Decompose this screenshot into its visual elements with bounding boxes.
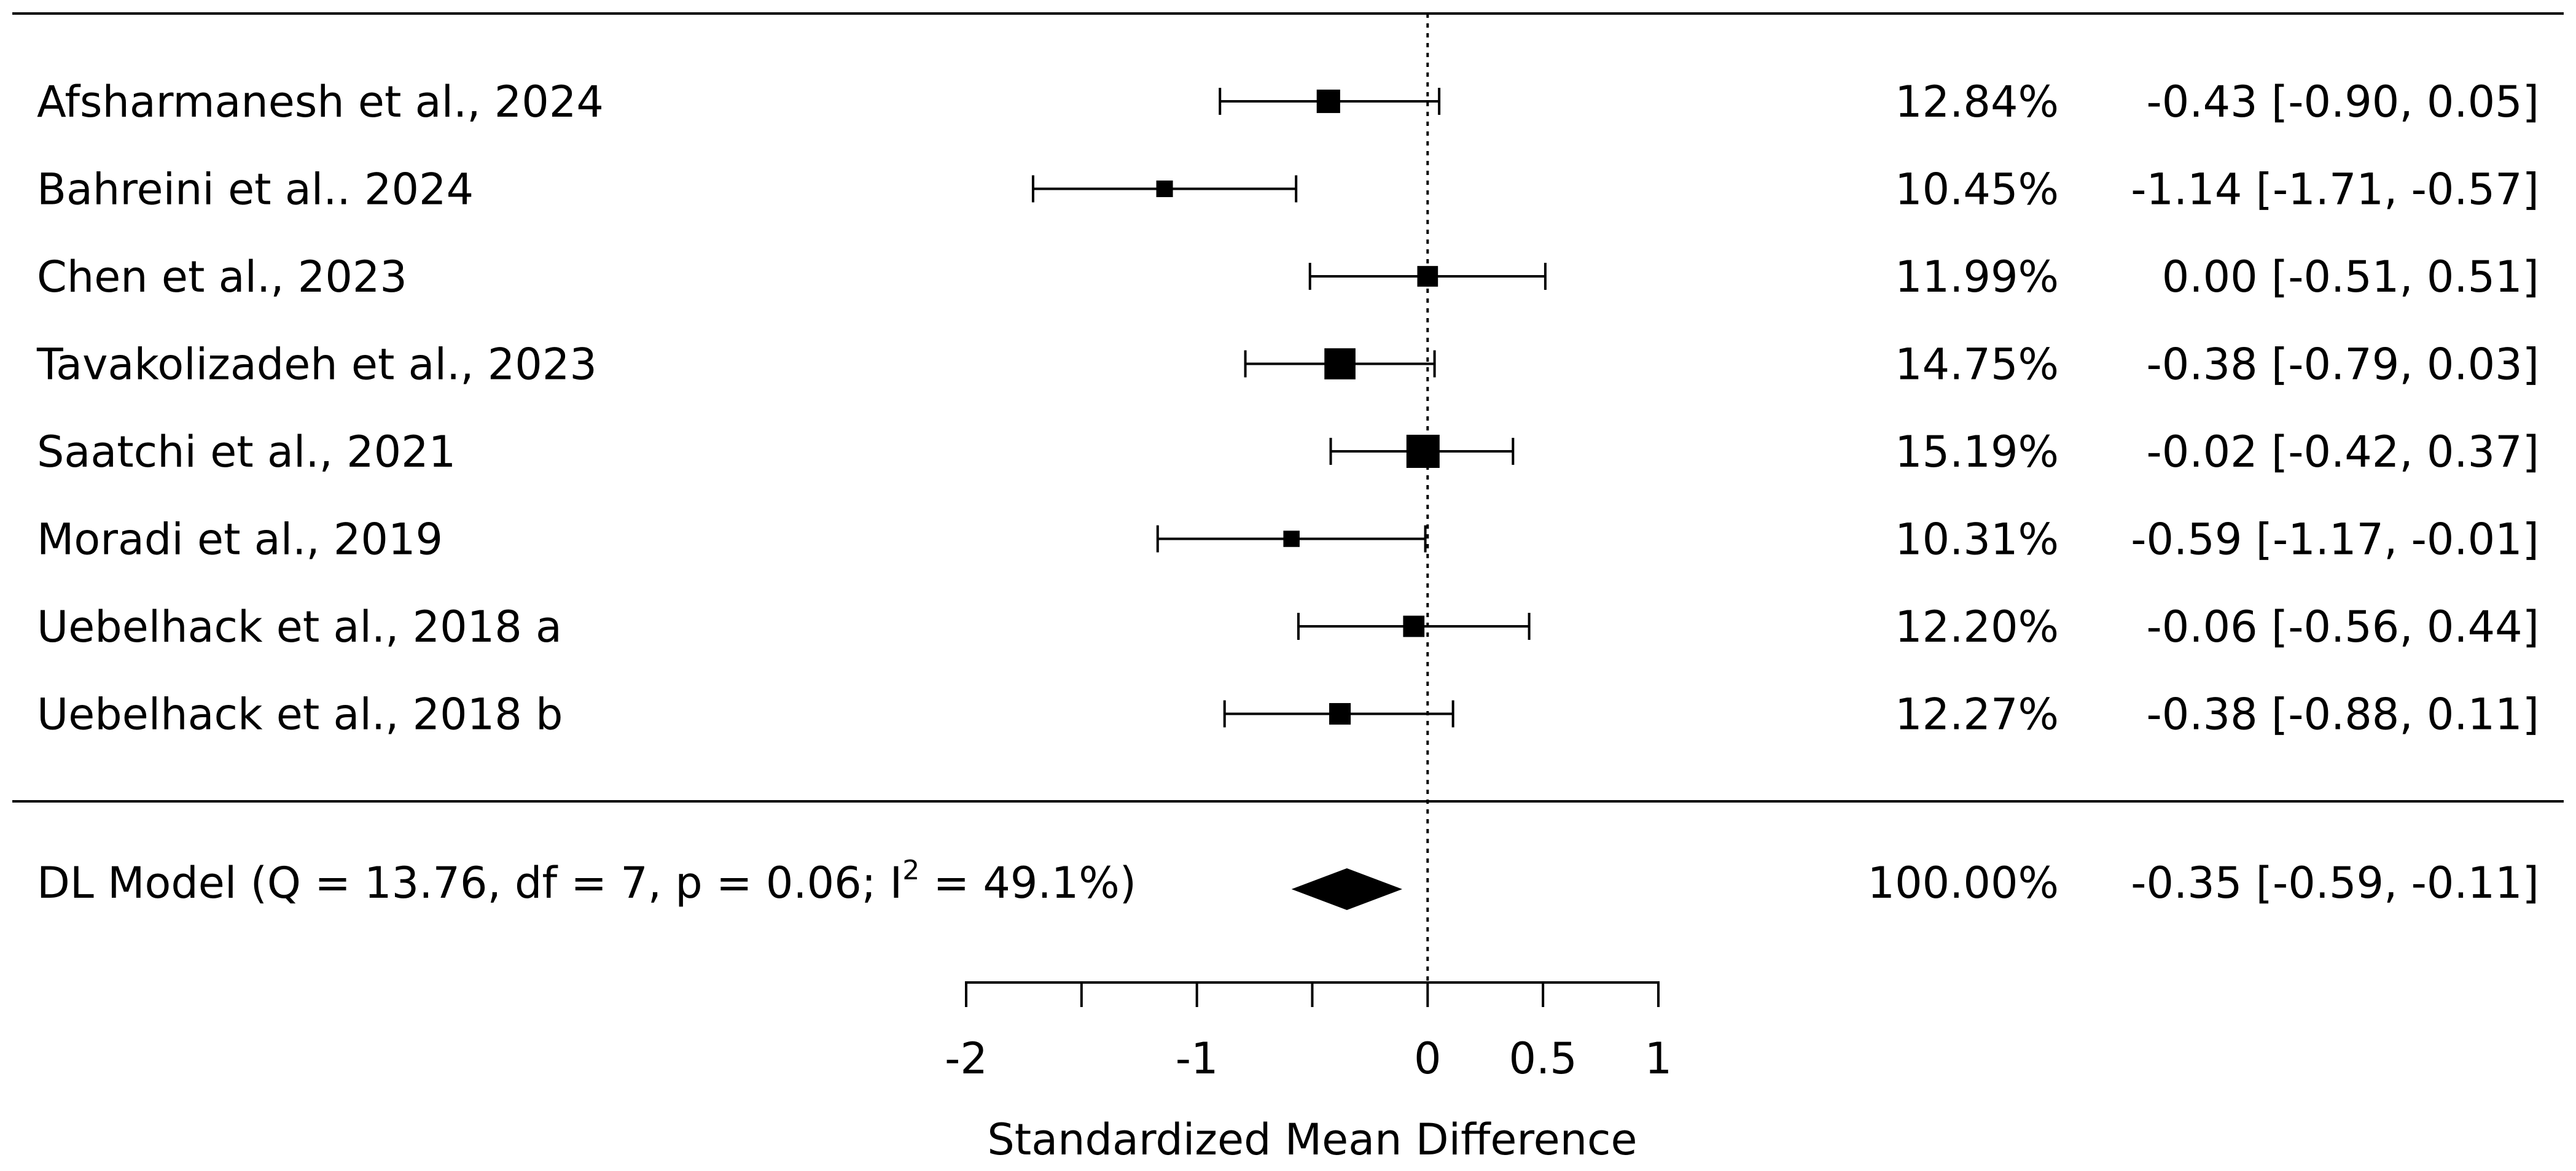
study-label: Uebelhack et al., 2018 a	[37, 602, 562, 652]
study-ci: -1.14 [-1.71, -0.57]	[2131, 165, 2539, 215]
point-estimate-marker	[1156, 180, 1173, 198]
summary-label: DL Model (Q = 13.76, df = 7, p = 0.06; I…	[37, 855, 1136, 908]
study-weight: 14.75%	[1895, 340, 2059, 390]
study-weight: 12.84%	[1895, 77, 2059, 127]
x-tick-label: -2	[945, 1033, 988, 1084]
point-estimate-marker	[1403, 615, 1425, 637]
study-ci: -0.02 [-0.42, 0.37]	[2147, 427, 2539, 477]
study-ci: 0.00 [-0.51, 0.51]	[2162, 252, 2539, 302]
study-weight: 11.99%	[1895, 252, 2059, 302]
study-row: Afsharmanesh et al., 2024 12.84% -0.43 [-0…	[37, 77, 2539, 127]
study-row: Bahreini et al.. 2024 10.45% -1.14 [-1.71,…	[37, 165, 2539, 215]
x-tick-label: 0.5	[1509, 1033, 1577, 1084]
x-axis: -2 -1 0 0.5 1	[945, 981, 1672, 1084]
study-row: Uebelhack et al., 2018 a 12.20% -0.06 [-0.…	[37, 602, 2539, 652]
study-weight: 12.20%	[1895, 602, 2059, 652]
study-row: Uebelhack et al., 2018 b 12.27% -0.38 [-0.…	[37, 690, 2539, 740]
study-label: Afsharmanesh et al., 2024	[37, 77, 604, 127]
study-ci: -0.06 [-0.56, 0.44]	[2147, 602, 2539, 652]
summary-diamond	[1291, 868, 1403, 910]
study-label: Moradi et al., 2019	[37, 515, 443, 565]
point-estimate-marker	[1417, 266, 1438, 287]
study-weight: 10.45%	[1895, 165, 2059, 215]
study-label: Tavakolizadeh et al., 2023	[36, 340, 597, 390]
x-axis-title: Standardized Mean Difference	[987, 1115, 1637, 1165]
point-estimate-marker	[1406, 435, 1440, 468]
study-row: Moradi et al., 2019 10.31% -0.59 [-1.17, -…	[37, 515, 2539, 565]
study-row: Chen et al., 2023 11.99% 0.00 [-0.51, 0.51…	[37, 252, 2539, 302]
point-estimate-marker	[1283, 531, 1300, 547]
x-tick-label: -1	[1176, 1033, 1219, 1084]
study-weight: 12.27%	[1895, 690, 2059, 740]
study-weight: 15.19%	[1895, 427, 2059, 477]
x-tick-label: 1	[1645, 1033, 1672, 1084]
study-rows: Afsharmanesh et al., 2024 12.84% -0.43 [-0…	[36, 77, 2539, 740]
study-ci: -0.38 [-0.88, 0.11]	[2147, 690, 2539, 740]
x-tick-label: 0	[1414, 1033, 1442, 1084]
study-label: Saatchi et al., 2021	[37, 427, 456, 477]
point-estimate-marker	[1324, 348, 1356, 379]
summary-ci: -0.35 [-0.59, -0.11]	[2131, 858, 2539, 908]
point-estimate-marker	[1316, 89, 1340, 114]
study-label: Uebelhack et al., 2018 b	[37, 690, 563, 740]
study-ci: -0.59 [-1.17, -0.01]	[2131, 515, 2539, 565]
summary-row: DL Model (Q = 13.76, df = 7, p = 0.06; I…	[37, 855, 2539, 910]
study-label: Chen et al., 2023	[37, 252, 407, 302]
study-row: Tavakolizadeh et al., 2023 14.75% -0.38 [-…	[36, 340, 2539, 390]
study-label: Bahreini et al.. 2024	[37, 165, 474, 215]
point-estimate-marker	[1329, 702, 1351, 725]
summary-weight: 100.00%	[1868, 858, 2059, 908]
study-weight: 10.31%	[1895, 515, 2059, 565]
study-ci: -0.38 [-0.79, 0.03]	[2147, 340, 2539, 390]
study-row: Saatchi et al., 2021 15.19% -0.02 [-0.42, …	[37, 427, 2539, 477]
study-ci: -0.43 [-0.90, 0.05]	[2147, 77, 2539, 127]
